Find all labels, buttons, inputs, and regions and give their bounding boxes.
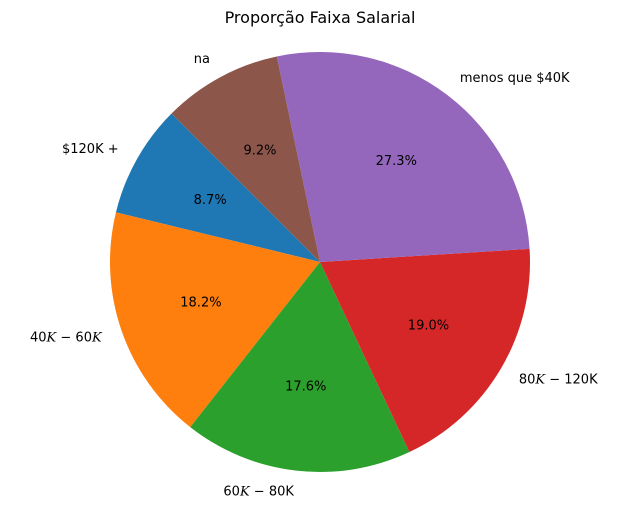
pie-slice (115, 113, 320, 263)
slice-labels: $120K + 40K − 60K 60K − 80K 80K − 120K menos… (30, 51, 598, 499)
pie-slice (190, 262, 410, 473)
pie-slice (320, 248, 531, 453)
slice-category-label: 40K − 60K (30, 330, 103, 345)
chart-title: Proporção Faixa Salarial (225, 8, 416, 27)
slice-percentage-label: 19.0% (408, 319, 449, 334)
slice-percentage-label: 17.6% (285, 380, 326, 395)
slice-percentage-label: 27.3% (376, 154, 417, 169)
slice-percentage-label: 18.2% (180, 296, 221, 311)
pie-slice (109, 212, 320, 428)
pie-slice (276, 52, 530, 262)
slice-category-label: 80K − 120K (519, 372, 598, 387)
slice-category-label: $120K + (62, 141, 119, 156)
percentage-labels: 8.7% 18.2% 17.6% 19.0% 27.3% 9.2% (180, 144, 449, 395)
slice-percentage-label: 9.2% (243, 144, 276, 159)
slice-category-label: 60K − 80K (223, 484, 294, 499)
slice-category-label: menos que $40K (460, 71, 570, 86)
pie-slice (171, 56, 320, 262)
slice-category-label: na (194, 51, 210, 66)
slice-percentage-label: 8.7% (194, 193, 227, 208)
pie-slices (109, 52, 531, 473)
